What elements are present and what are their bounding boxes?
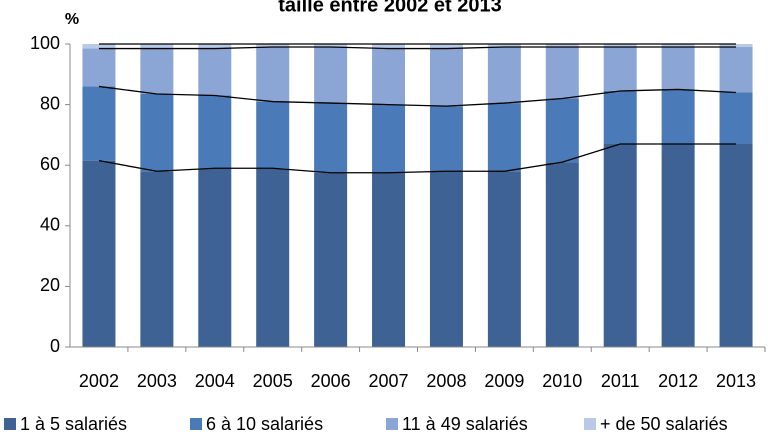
legend-swatch <box>386 418 398 430</box>
bar-segment <box>719 143 753 347</box>
bar-segment <box>140 44 174 49</box>
y-tick-label: 40 <box>40 215 60 235</box>
bar-segment <box>603 143 637 347</box>
bar-segment <box>140 171 174 347</box>
bar-segment <box>372 172 406 347</box>
x-tick-label: 2010 <box>542 371 582 391</box>
bar-segment <box>545 98 579 163</box>
chart-title: taille entre 2002 et 2013 <box>278 0 501 16</box>
x-tick-label: 2005 <box>253 371 293 391</box>
bar-segment <box>198 168 232 347</box>
bar-segment <box>82 160 116 347</box>
x-tick-label: 2006 <box>311 371 351 391</box>
bar-segment <box>661 89 695 144</box>
legend-label: 1 à 5 salariés <box>20 414 127 434</box>
bar-segment <box>198 95 232 169</box>
bar-segment <box>82 48 116 87</box>
legend-label: 6 à 10 salariés <box>206 414 323 434</box>
bar-segment <box>487 47 521 104</box>
bar-segment <box>314 172 348 347</box>
bar-segment <box>314 103 348 173</box>
bar-segment <box>719 44 753 48</box>
bar-segment <box>198 44 232 49</box>
bar-segment <box>198 48 232 96</box>
bar-segment <box>487 103 521 172</box>
bar-segment <box>661 44 695 48</box>
bar-segment <box>314 47 348 104</box>
legend-swatch <box>4 418 16 430</box>
bar-segment <box>256 47 290 102</box>
bar-segment <box>256 168 290 347</box>
y-tick-label: 100 <box>30 33 60 53</box>
legend-label: + de 50 salariés <box>600 414 728 434</box>
bar-segment <box>429 48 463 107</box>
y-tick-label: 80 <box>40 93 60 113</box>
y-axis-label: % <box>65 11 79 28</box>
bar-segment <box>661 47 695 90</box>
bar-segment <box>140 48 174 94</box>
bar-segment <box>545 162 579 347</box>
bar-segment <box>429 171 463 347</box>
y-tick-label: 60 <box>40 154 60 174</box>
bar-segment <box>545 44 579 48</box>
legend-swatch <box>584 418 596 430</box>
bar-segment <box>545 47 579 99</box>
x-tick-label: 2004 <box>195 371 235 391</box>
legend-swatch <box>190 418 202 430</box>
x-tick-label: 2009 <box>484 371 524 391</box>
x-tick-label: 2002 <box>79 371 119 391</box>
bar-segment <box>372 44 406 49</box>
bar-segment <box>140 93 174 172</box>
bar-segment <box>82 86 116 161</box>
x-tick-label: 2013 <box>716 371 756 391</box>
x-tick-label: 2012 <box>658 371 698 391</box>
bar-segment <box>372 104 406 173</box>
y-tick-label: 20 <box>40 275 60 295</box>
series-line <box>98 143 737 174</box>
bar-segment <box>603 90 637 144</box>
x-tick-label: 2003 <box>137 371 177 391</box>
bar-segment <box>256 101 290 169</box>
y-tick-label: 0 <box>50 336 60 356</box>
bar-segment <box>603 47 637 91</box>
bar-segment <box>487 44 521 48</box>
x-tick-label: 2008 <box>426 371 466 391</box>
legend-label: 11 à 49 salariés <box>402 414 528 434</box>
bar-segment <box>256 44 290 48</box>
bar-segment <box>487 171 521 347</box>
bar-segment <box>429 106 463 172</box>
bar-segment <box>719 92 753 144</box>
bar-segment <box>429 44 463 49</box>
bar-segment <box>314 44 348 48</box>
bar-segment <box>372 48 406 105</box>
x-tick-label: 2007 <box>369 371 409 391</box>
bar-segment <box>82 44 116 49</box>
x-tick-label: 2011 <box>601 371 640 391</box>
bar-segment <box>661 143 695 347</box>
series-line <box>98 46 737 50</box>
bar-segment <box>719 47 753 93</box>
bar-segment <box>603 44 637 48</box>
series-line <box>98 85 737 107</box>
